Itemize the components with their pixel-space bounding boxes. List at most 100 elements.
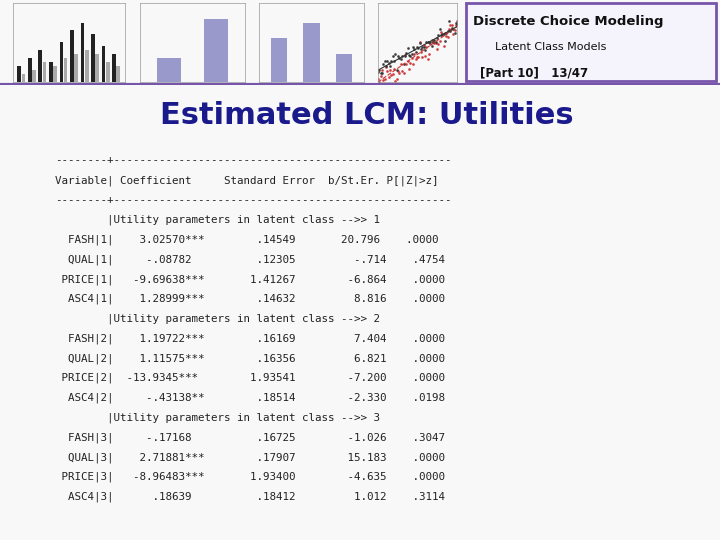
- Bar: [42, 62, 46, 82]
- Text: QUAL|2|    1.11575***        .16356         6.821    .0000: QUAL|2| 1.11575*** .16356 6.821 .0000: [55, 353, 446, 363]
- Text: |Utility parameters in latent class -->> 2: |Utility parameters in latent class -->>…: [55, 314, 380, 324]
- Point: [415, 45, 427, 53]
- Point: [377, 69, 388, 77]
- Point: [377, 76, 389, 84]
- Point: [384, 62, 396, 70]
- Point: [380, 62, 392, 70]
- Point: [420, 38, 432, 46]
- Bar: [271, 38, 287, 82]
- Point: [397, 52, 408, 61]
- Bar: [117, 66, 120, 82]
- Point: [413, 53, 424, 62]
- Point: [414, 38, 426, 46]
- Point: [427, 37, 438, 46]
- Point: [380, 63, 392, 71]
- Point: [394, 53, 405, 62]
- Point: [402, 44, 413, 52]
- Point: [419, 52, 431, 60]
- Bar: [112, 55, 116, 82]
- Point: [441, 32, 452, 40]
- Point: [405, 51, 416, 60]
- Point: [383, 58, 395, 67]
- Point: [444, 17, 455, 25]
- Point: [415, 48, 427, 56]
- Point: [423, 50, 435, 58]
- Point: [445, 26, 456, 35]
- Point: [426, 42, 438, 51]
- Bar: [336, 55, 352, 82]
- Point: [372, 75, 384, 84]
- Point: [451, 19, 463, 28]
- Point: [450, 18, 462, 27]
- Point: [397, 60, 409, 69]
- Point: [417, 53, 428, 62]
- Point: [399, 52, 410, 60]
- Point: [431, 34, 443, 43]
- Point: [410, 47, 421, 56]
- Text: Variable| Coefficient     Standard Error  b/St.Er. P[|Z|>z]: Variable| Coefficient Standard Error b/S…: [55, 175, 439, 186]
- Bar: [70, 30, 73, 82]
- Point: [444, 24, 455, 33]
- Point: [418, 41, 429, 50]
- Text: |Utility parameters in latent class -->> 1: |Utility parameters in latent class -->>…: [55, 215, 380, 225]
- Text: PRICE|3|   -8.96483***       1.93400        -4.635    .0000: PRICE|3| -8.96483*** 1.93400 -4.635 .000…: [55, 472, 446, 482]
- Point: [407, 60, 418, 69]
- Point: [391, 75, 402, 84]
- Point: [390, 77, 401, 85]
- Point: [395, 55, 407, 63]
- Point: [439, 37, 451, 45]
- Bar: [157, 58, 181, 82]
- Point: [384, 66, 396, 75]
- Point: [413, 43, 424, 52]
- Point: [434, 24, 446, 33]
- Point: [408, 50, 420, 59]
- Point: [436, 27, 447, 36]
- Point: [399, 50, 410, 59]
- Point: [408, 45, 420, 53]
- Point: [372, 68, 384, 76]
- Point: [422, 37, 433, 46]
- Point: [446, 24, 458, 32]
- Point: [391, 66, 402, 75]
- Point: [419, 46, 431, 55]
- Point: [394, 69, 405, 77]
- Point: [407, 43, 418, 52]
- Point: [405, 58, 416, 67]
- Text: [Part 10]   13/47: [Part 10] 13/47: [480, 66, 588, 79]
- Bar: [74, 55, 78, 82]
- Bar: [81, 23, 84, 82]
- Point: [411, 42, 423, 51]
- Text: QUAL|3|    2.71881***        .17907        15.183    .0000: QUAL|3| 2.71881*** .17907 15.183 .0000: [55, 452, 446, 463]
- Point: [445, 21, 456, 29]
- Point: [420, 43, 432, 51]
- Point: [422, 55, 433, 63]
- Point: [418, 42, 429, 51]
- Point: [417, 43, 428, 51]
- Bar: [53, 66, 57, 82]
- Point: [406, 53, 418, 62]
- Point: [433, 31, 444, 39]
- Point: [427, 38, 438, 47]
- Point: [379, 57, 390, 65]
- Point: [377, 66, 388, 75]
- Point: [428, 36, 440, 45]
- Text: ASC4|2|     -.43138**        .18514        -2.330    .0198: ASC4|2| -.43138** .18514 -2.330 .0198: [55, 393, 446, 403]
- Point: [451, 16, 463, 25]
- Point: [402, 57, 413, 65]
- Point: [400, 59, 412, 68]
- Point: [430, 39, 441, 48]
- Point: [395, 60, 407, 69]
- Point: [403, 65, 415, 73]
- Point: [439, 29, 451, 37]
- Point: [375, 72, 387, 80]
- Text: Latent Class Models: Latent Class Models: [495, 42, 606, 52]
- Bar: [91, 35, 95, 82]
- Text: PRICE|2|  -13.9345***        1.93541        -7.200    .0000: PRICE|2| -13.9345*** 1.93541 -7.200 .000…: [55, 373, 446, 383]
- FancyBboxPatch shape: [466, 3, 716, 82]
- Bar: [303, 23, 320, 82]
- Text: FASH|2|    1.19722***        .16169         7.404    .0000: FASH|2| 1.19722*** .16169 7.404 .0000: [55, 333, 446, 344]
- Point: [397, 66, 408, 75]
- Point: [449, 28, 460, 37]
- Point: [386, 71, 397, 80]
- Bar: [64, 58, 68, 82]
